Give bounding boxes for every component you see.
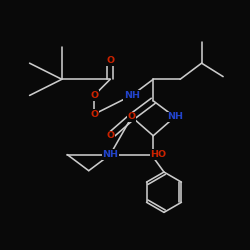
Text: NH: NH [167,112,183,122]
Text: O: O [106,56,114,65]
Text: O: O [90,110,98,119]
Text: O: O [106,131,114,140]
Text: NH: NH [124,91,140,100]
Text: HO: HO [150,150,167,159]
Text: O: O [128,112,136,122]
Text: O: O [90,91,98,100]
Text: NH: NH [102,150,118,159]
